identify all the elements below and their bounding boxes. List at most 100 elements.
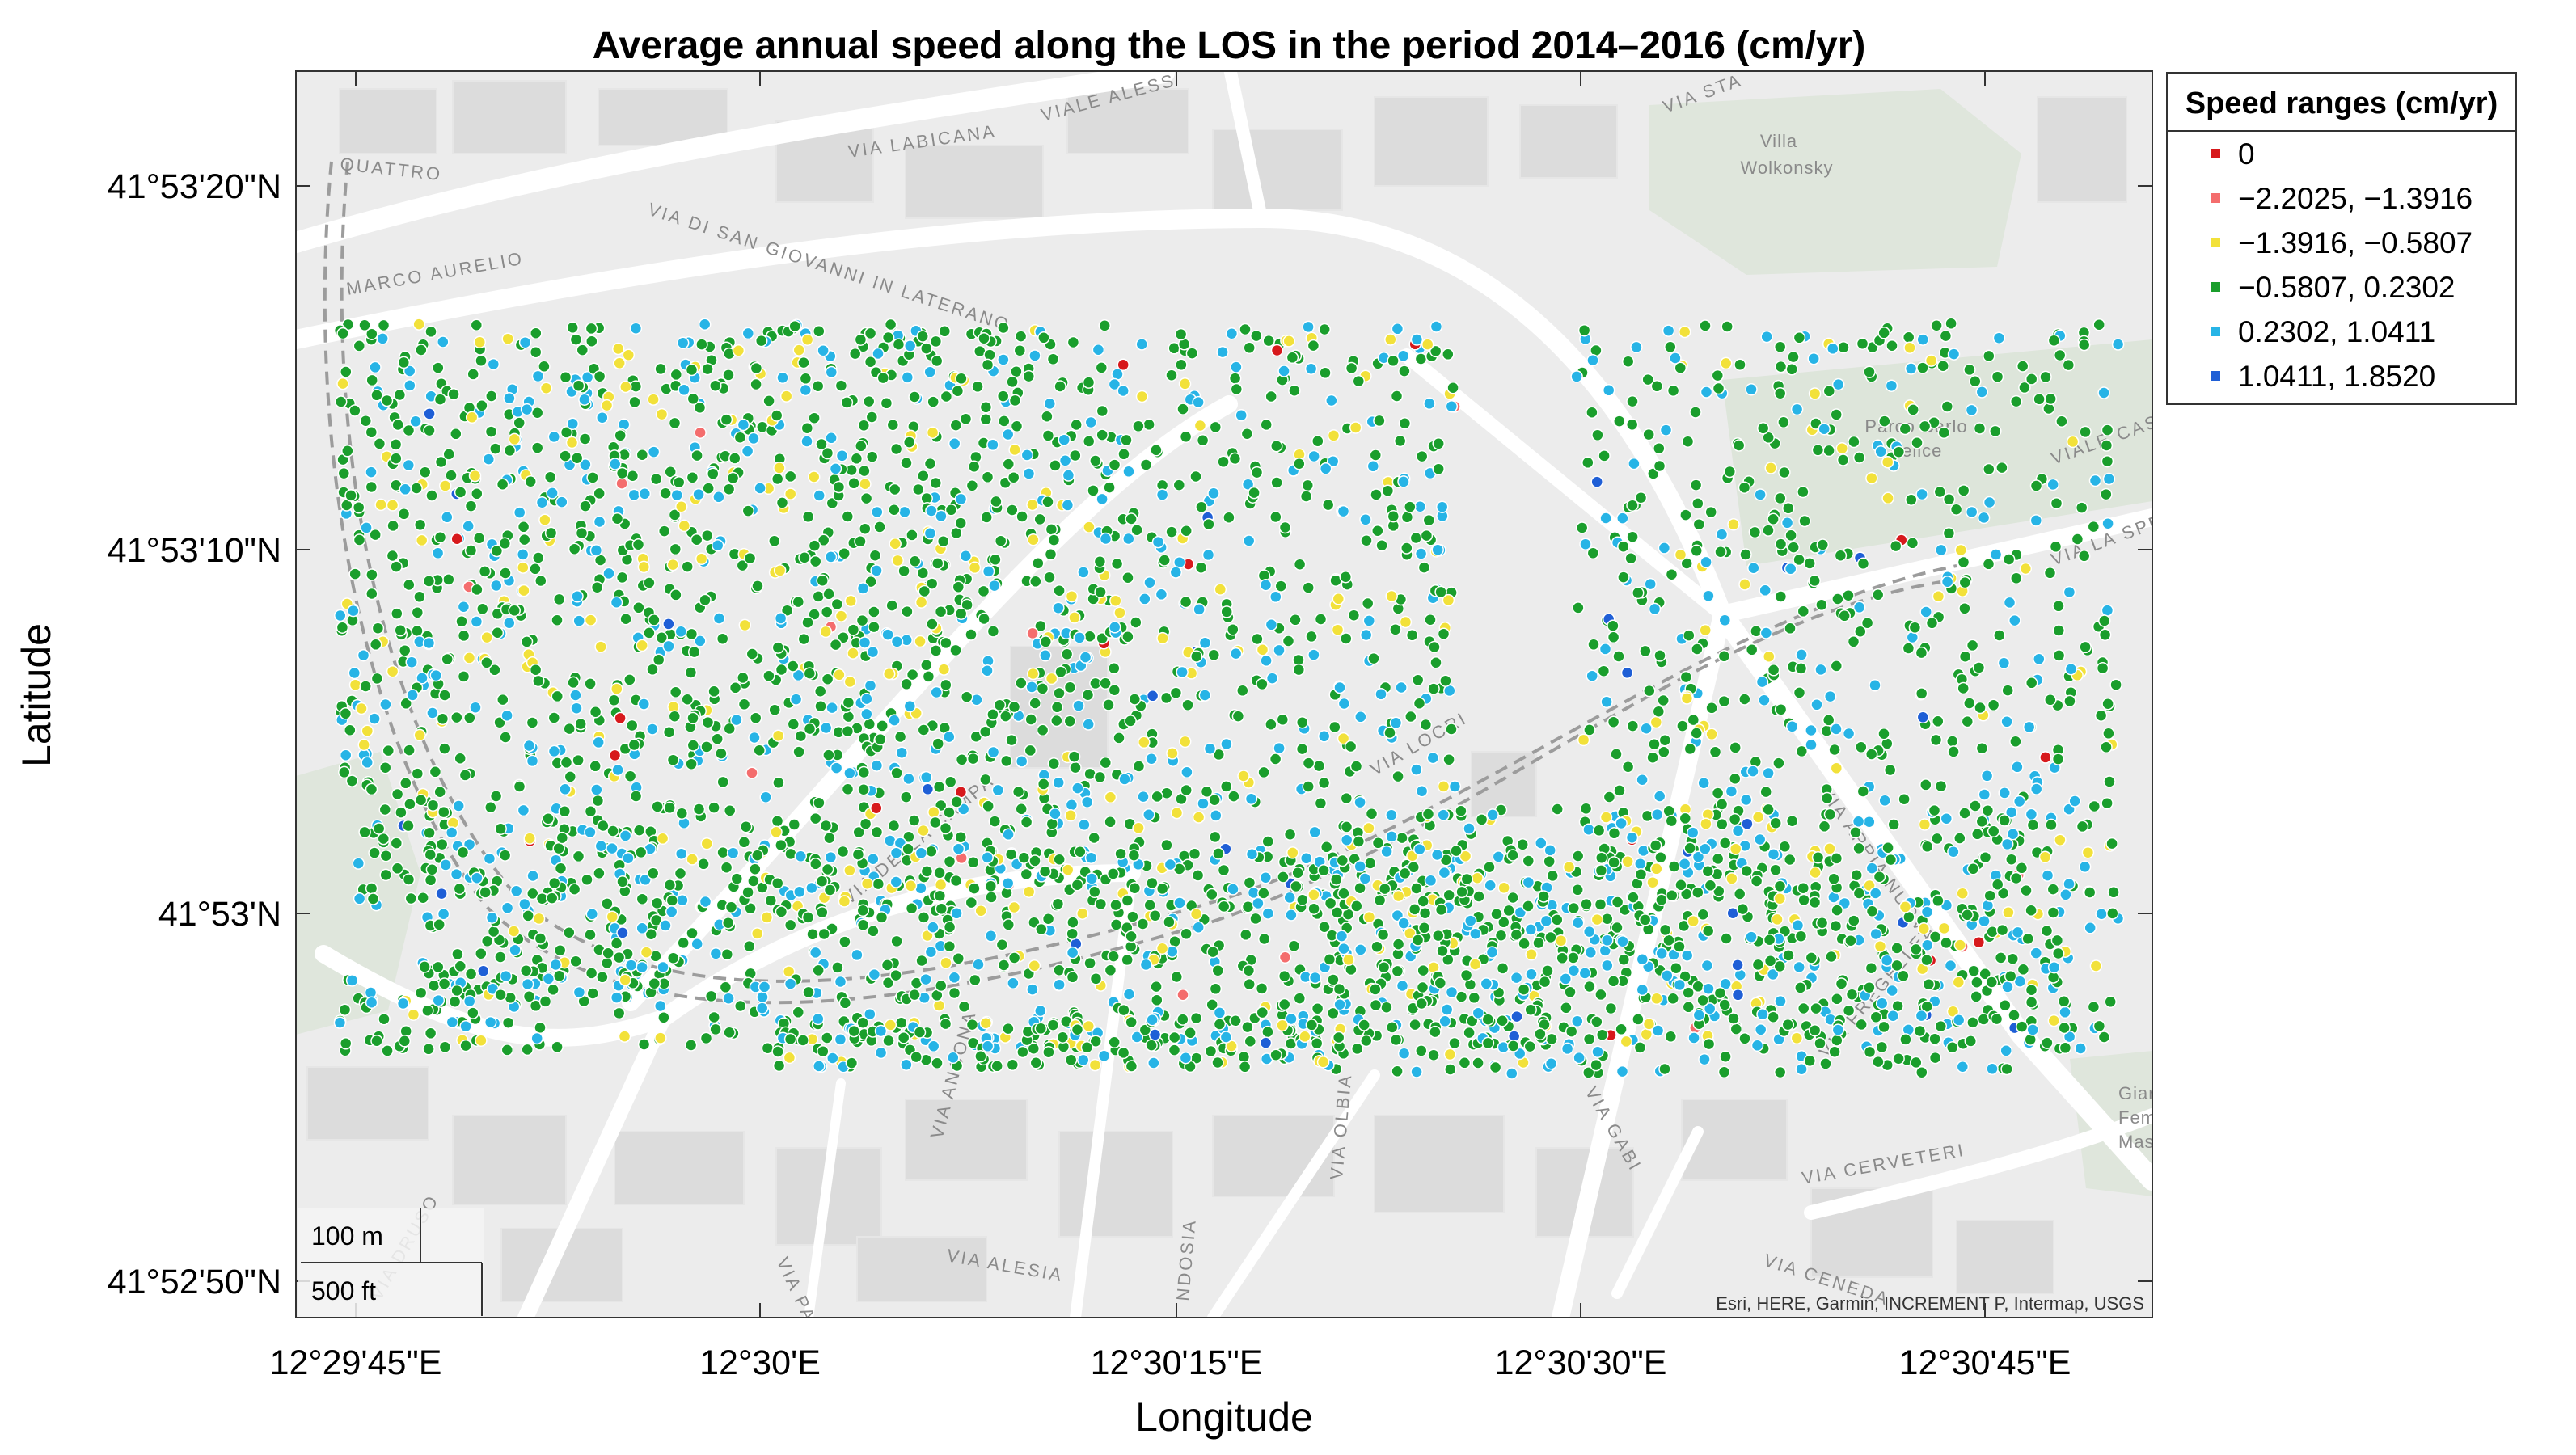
measurement-point	[686, 392, 700, 406]
measurement-point	[538, 513, 551, 526]
measurement-point	[1414, 352, 1428, 365]
measurement-point	[1434, 976, 1447, 989]
measurement-point	[856, 582, 870, 595]
measurement-point	[1567, 964, 1581, 977]
measurement-point	[694, 635, 707, 647]
measurement-point	[2101, 424, 2114, 436]
measurement-point	[1698, 1052, 1711, 1066]
measurement-point	[1590, 1058, 1603, 1072]
measurement-point	[1398, 867, 1412, 880]
measurement-point	[914, 635, 927, 648]
measurement-point	[1180, 927, 1193, 941]
measurement-point	[1818, 422, 1831, 436]
measurement-point	[929, 476, 943, 490]
measurement-point	[1691, 980, 1704, 993]
measurement-point	[981, 1040, 995, 1053]
legend-swatch	[2211, 193, 2220, 203]
measurement-point	[445, 826, 458, 839]
measurement-point	[2046, 478, 2059, 491]
x-tick-label: 12°30'45"E	[1899, 1343, 2071, 1382]
measurement-point	[1731, 824, 1745, 837]
measurement-point	[1794, 930, 1808, 943]
measurement-point	[808, 539, 821, 552]
measurement-point	[1823, 690, 1837, 703]
measurement-point	[737, 418, 750, 432]
measurement-point	[454, 959, 467, 973]
measurement-point	[657, 525, 671, 538]
measurement-point	[1111, 368, 1124, 381]
measurement-point	[1029, 575, 1042, 588]
measurement-point	[1010, 365, 1023, 378]
measurement-point	[799, 372, 813, 386]
measurement-point	[908, 390, 921, 403]
measurement-point	[1391, 889, 1405, 903]
measurement-point	[1607, 856, 1620, 869]
measurement-point	[489, 442, 502, 455]
measurement-point	[854, 535, 867, 548]
measurement-point	[1825, 950, 1838, 964]
measurement-point	[986, 708, 999, 721]
measurement-point	[741, 504, 755, 517]
measurement-point	[2052, 600, 2065, 613]
measurement-point	[1620, 1035, 1633, 1048]
measurement-point	[1856, 337, 1869, 350]
measurement-point	[1073, 631, 1086, 644]
measurement-point	[1934, 1019, 1948, 1033]
measurement-point	[631, 538, 645, 551]
measurement-point	[1311, 434, 1324, 448]
measurement-point	[435, 887, 448, 900]
measurement-point	[1360, 534, 1373, 547]
measurement-point	[988, 815, 1002, 828]
measurement-point	[712, 612, 726, 625]
measurement-point	[1991, 370, 2004, 383]
measurement-point	[821, 1031, 834, 1044]
measurement-point	[1472, 1056, 1484, 1069]
measurement-point	[1560, 1002, 1573, 1014]
measurement-point	[1114, 847, 1127, 860]
measurement-point	[1066, 927, 1079, 940]
measurement-point	[1150, 444, 1163, 457]
measurement-point	[1307, 648, 1320, 661]
measurement-point	[438, 1040, 452, 1054]
measurement-point	[2001, 981, 2014, 993]
map-area[interactable]: VIA LABICANA VIALE ALESS VIA STA QUATTRO…	[295, 65, 2216, 1353]
measurement-point	[1191, 869, 1205, 882]
measurement-point	[1807, 352, 1820, 365]
measurement-point	[723, 1026, 736, 1040]
measurement-point	[616, 926, 629, 939]
measurement-point	[1537, 890, 1550, 903]
measurement-point	[2074, 1042, 2087, 1055]
measurement-point	[775, 905, 788, 918]
measurement-point	[522, 909, 534, 922]
measurement-point	[1889, 539, 1902, 553]
measurement-point	[1391, 964, 1404, 978]
measurement-point	[584, 677, 597, 690]
measurement-point	[726, 471, 740, 485]
measurement-point	[1259, 1036, 1273, 1049]
measurement-point	[707, 1010, 720, 1024]
measurement-point	[1132, 821, 1145, 835]
measurement-point	[843, 766, 856, 780]
measurement-point	[1934, 779, 1948, 793]
measurement-point	[1611, 921, 1624, 934]
measurement-point	[569, 689, 582, 702]
measurement-point	[952, 842, 965, 855]
measurement-point	[783, 487, 797, 500]
measurement-point	[1321, 498, 1335, 512]
measurement-point	[2063, 877, 2076, 891]
measurement-point	[585, 967, 598, 980]
measurement-point	[647, 445, 661, 458]
measurement-point	[1603, 791, 1616, 803]
measurement-point	[539, 382, 553, 394]
measurement-point	[1626, 530, 1639, 543]
measurement-point	[1259, 578, 1273, 592]
measurement-point	[2011, 761, 2024, 774]
measurement-point	[1458, 1056, 1472, 1069]
measurement-point	[1122, 465, 1135, 479]
measurement-point	[881, 331, 895, 344]
measurement-point	[1096, 492, 1109, 506]
measurement-point	[464, 500, 478, 512]
measurement-point	[1996, 887, 2010, 900]
measurement-point	[378, 761, 392, 774]
measurement-point	[402, 424, 416, 437]
